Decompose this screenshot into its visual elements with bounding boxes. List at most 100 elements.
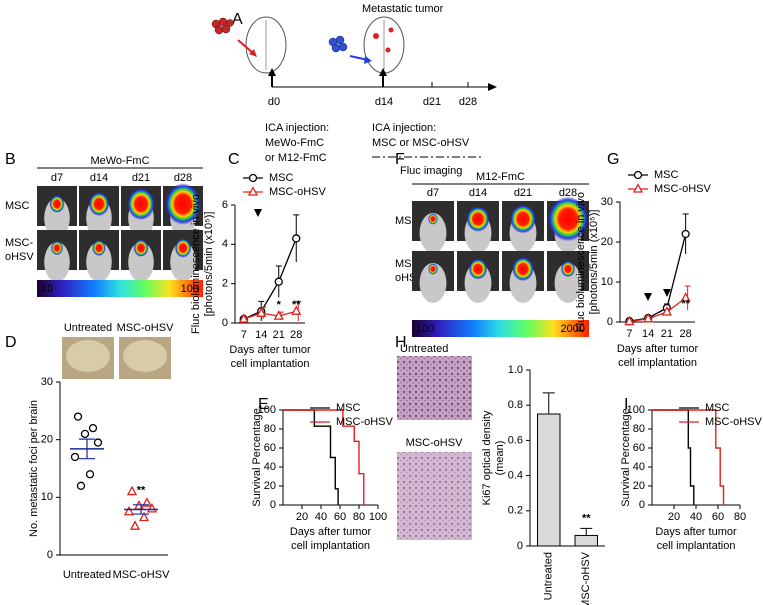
- marker: [632, 183, 644, 193]
- y-axis-title: Survival Percentage: [620, 408, 632, 506]
- x-tick-label: Untreated: [63, 569, 111, 581]
- day-label: d28: [174, 172, 192, 184]
- y-tick-label: 0: [607, 316, 613, 328]
- msc-cells: [328, 35, 348, 53]
- y-tick-label: 0.4: [508, 470, 523, 482]
- annotation: **: [137, 485, 146, 497]
- mouse-head: [554, 263, 582, 303]
- signal: [165, 183, 201, 225]
- day-label: d28: [559, 187, 577, 199]
- series-line: [629, 233, 687, 322]
- day-label: d21: [132, 172, 150, 184]
- injection-arrow: [379, 68, 387, 76]
- marker: [643, 312, 654, 323]
- legend-label: MSC-oHSV: [654, 183, 712, 195]
- y-tick-label: 40: [633, 461, 645, 473]
- sem-bar: [79, 438, 95, 460]
- day-label: d21: [423, 96, 441, 108]
- y-tick-label: 40: [264, 461, 276, 473]
- note: ICA injection:: [265, 122, 329, 134]
- row-label: MSC-: [5, 237, 33, 249]
- series-line: [243, 310, 297, 320]
- color-bar: [37, 280, 203, 297]
- y-tick-label: 0: [222, 317, 228, 329]
- x-tick-label: 21: [273, 329, 285, 341]
- photo-label: Untreated: [64, 322, 112, 334]
- scale-label: 2000: [561, 323, 585, 335]
- arrow-head: [364, 56, 372, 64]
- x-tick-label: 20: [296, 511, 308, 523]
- cell-line: MeWo-FmC: [90, 155, 149, 167]
- signal: [428, 263, 438, 275]
- x-tick-label: 60: [712, 511, 724, 523]
- caption: Metastatic tumor: [362, 3, 444, 15]
- panel-letter: I: [624, 396, 628, 413]
- bar: [574, 534, 598, 547]
- signal: [88, 192, 110, 216]
- x-axis-title: Days after tumor: [617, 343, 699, 355]
- marker: [247, 186, 259, 196]
- signal: [466, 206, 490, 232]
- signal: [560, 261, 576, 277]
- y-tick-label: 100: [627, 404, 645, 416]
- y-tick-label: 0: [639, 499, 645, 511]
- brain-photo: [66, 340, 110, 372]
- panel-letter: A: [232, 11, 243, 28]
- x-tick-label: 100: [369, 511, 387, 523]
- color-bar: [412, 320, 589, 337]
- panel-letter: G: [607, 151, 619, 168]
- day-label: d28: [459, 96, 477, 108]
- arrowhead: [644, 293, 652, 301]
- legend-label: MSC-oHSV: [269, 186, 327, 198]
- x-axis-title: cell implantation: [231, 358, 310, 370]
- marker: [88, 423, 98, 433]
- marker: [248, 173, 258, 183]
- error-bar: [580, 527, 593, 536]
- mouse-head: [419, 213, 447, 253]
- signal: [509, 204, 537, 234]
- sem-bar: [133, 504, 149, 515]
- arrow: [237, 39, 255, 55]
- marker: [80, 429, 90, 439]
- x-tick-label: Untreated: [543, 552, 555, 600]
- marker: [274, 277, 283, 286]
- legend-label: MSC-oHSV: [336, 416, 394, 428]
- x-tick-label: 28: [290, 329, 302, 341]
- survival-line: [283, 409, 339, 505]
- scale-label: 100: [416, 323, 434, 335]
- legend-label: MSC: [269, 172, 294, 184]
- signal: [468, 258, 488, 280]
- y-tick-label: 1.0: [508, 364, 523, 376]
- arrowhead: [254, 209, 262, 217]
- marker: [680, 292, 691, 302]
- legend-label: MSC-oHSV: [705, 416, 763, 428]
- y-tick-label: 60: [633, 442, 645, 454]
- x-axis-title: Days after tumor: [229, 344, 311, 356]
- row-label: oHSV: [5, 251, 34, 263]
- y-tick-label: 30: [601, 196, 613, 208]
- legend-label: MSC: [336, 402, 361, 414]
- cell-line: M12-FmC: [476, 171, 525, 183]
- metastasis: [388, 27, 394, 33]
- marker: [93, 438, 103, 447]
- marker: [681, 229, 690, 239]
- scale-label: 100: [181, 283, 199, 295]
- signal: [49, 195, 65, 213]
- marker: [633, 170, 643, 180]
- y-tick-label: 2: [222, 278, 228, 290]
- scale-label: 10: [41, 283, 53, 295]
- y-tick-label: 20: [601, 236, 613, 248]
- x-tick-label: 40: [315, 511, 327, 523]
- x-axis-title: Days after tumor: [655, 526, 737, 538]
- annotation: *: [277, 299, 282, 311]
- y-axis-title: Survival Percentage: [251, 408, 263, 506]
- image-label: MSC-oHSV: [406, 437, 464, 449]
- marker: [141, 497, 153, 507]
- error-bar: [542, 392, 555, 414]
- marker: [238, 313, 249, 323]
- row-label: MSC: [5, 200, 30, 212]
- bar: [537, 413, 561, 547]
- day-label: d14: [90, 172, 108, 184]
- legend-label: MSC: [654, 169, 679, 181]
- signal: [50, 240, 64, 256]
